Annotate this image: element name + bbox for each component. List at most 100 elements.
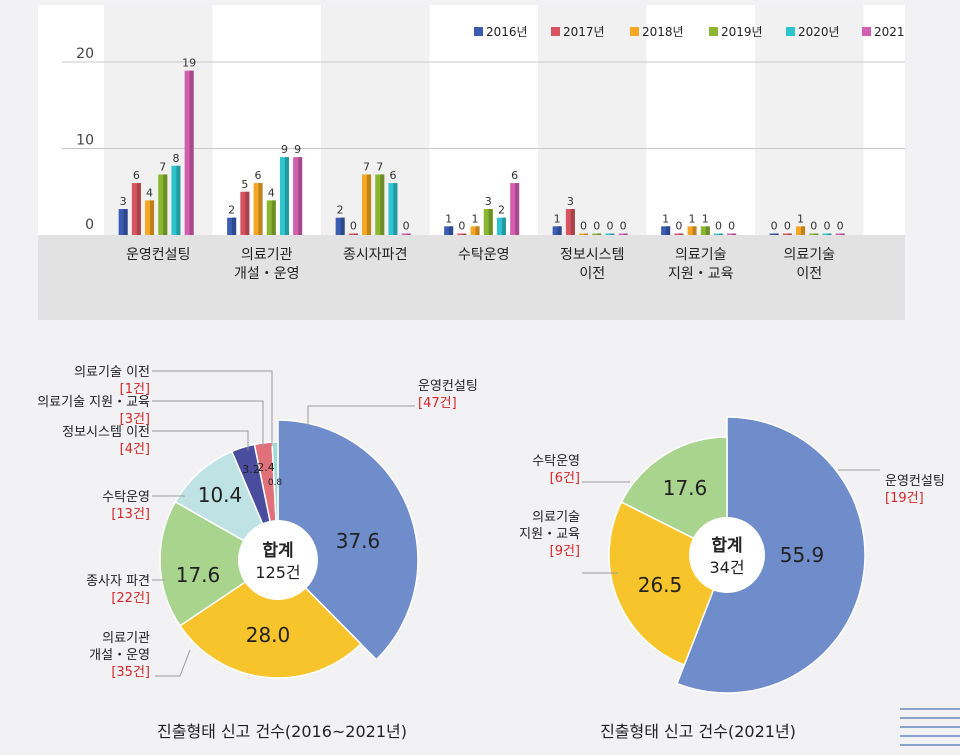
- bar-shade: [232, 217, 237, 235]
- bar: [240, 191, 250, 235]
- slice-count: [6건]: [550, 471, 580, 486]
- slice-label: 의료기술 지원・교육: [37, 395, 150, 410]
- leader-line: [152, 430, 249, 450]
- data-label: 1: [662, 212, 669, 225]
- bar: [293, 157, 303, 235]
- bar: [782, 233, 792, 235]
- data-label: 6: [389, 169, 396, 182]
- pie-slice: [178, 559, 362, 679]
- data-label: 0: [403, 220, 410, 233]
- slice-label: 개설・운영: [89, 648, 150, 663]
- data-label: 2: [498, 204, 505, 217]
- slice-value: 2.4: [257, 461, 275, 474]
- data-label: 0: [823, 220, 830, 233]
- bar-shade: [801, 226, 806, 235]
- data-label: 2: [228, 204, 235, 217]
- legend-swatch: [630, 27, 639, 36]
- bar-shade: [515, 183, 520, 235]
- data-label: 0: [458, 220, 465, 233]
- bar: [401, 233, 411, 235]
- data-label: 0: [580, 220, 587, 233]
- data-label: 9: [294, 143, 301, 156]
- data-label: 5: [241, 178, 248, 191]
- bar-shade: [353, 233, 358, 235]
- bar: [552, 226, 562, 235]
- bar: [158, 174, 168, 235]
- slice-label: 정보시스템 이전: [62, 425, 150, 440]
- slice-label: 의료기술: [532, 510, 580, 525]
- legend-label: 2018년: [642, 25, 684, 39]
- bar-shade: [475, 226, 480, 235]
- slice-count: [1건]: [120, 382, 150, 397]
- y-tick-label: 20: [76, 46, 94, 62]
- bar: [444, 226, 454, 235]
- leader-line: [307, 405, 415, 425]
- leader-line: [155, 649, 191, 677]
- bar-shade: [340, 217, 345, 235]
- slice-count: [22건]: [111, 591, 150, 606]
- pie-center: [238, 520, 318, 600]
- slice-label: 의료기관: [102, 631, 150, 646]
- bar-shade: [176, 165, 181, 235]
- data-label: 6: [133, 169, 140, 182]
- bar-shade: [488, 209, 493, 235]
- x-tick-label: 종시자파견: [343, 247, 407, 263]
- bar: [592, 233, 602, 235]
- bar: [822, 233, 832, 235]
- bar-shade: [462, 233, 467, 235]
- data-label: 1: [445, 212, 452, 225]
- legend-swatch: [709, 27, 718, 36]
- x-tick-label: 정보시스템: [560, 247, 624, 263]
- bar-shade: [557, 226, 562, 235]
- bar-shade: [449, 226, 454, 235]
- pie-slice: [159, 500, 280, 627]
- bar-shade: [718, 233, 723, 235]
- slice-count: [35건]: [111, 665, 150, 680]
- bar: [171, 165, 181, 235]
- x-tick-label: 지원・교육: [668, 266, 734, 282]
- bar-shade: [692, 226, 697, 235]
- bar: [279, 157, 289, 235]
- x-tick-label: 이전: [579, 266, 605, 282]
- data-label: 7: [159, 160, 166, 173]
- bar: [579, 233, 589, 235]
- slice-value: 17.6: [663, 476, 708, 500]
- legend-label: 2016년: [486, 25, 528, 39]
- bar-shade: [814, 233, 819, 235]
- y-tick-label: 0: [85, 217, 94, 233]
- data-label: 0: [606, 220, 613, 233]
- bar: [510, 183, 520, 235]
- bar-shade: [597, 233, 602, 235]
- bar: [266, 200, 276, 235]
- pie-slice: [620, 436, 728, 557]
- data-label: 0: [837, 220, 844, 233]
- bar: [184, 70, 194, 236]
- decorative-line: [900, 744, 960, 746]
- data-label: 1: [472, 212, 479, 225]
- x-tick-label: 개설・운영: [234, 266, 300, 282]
- bar-shade: [271, 200, 276, 235]
- data-label: 6: [255, 169, 262, 182]
- data-label: 0: [675, 220, 682, 233]
- slice-count: [47건]: [418, 396, 457, 411]
- category-band: [38, 235, 905, 320]
- leader-line: [152, 370, 273, 446]
- bar-shade: [258, 183, 263, 235]
- leader-line: [152, 400, 264, 448]
- slice-label: 운영컨설팅: [418, 379, 478, 394]
- slice-value: 28.0: [246, 623, 291, 647]
- y-tick-label: 10: [76, 133, 94, 149]
- data-label: 6: [511, 169, 518, 182]
- slice-count: [19건]: [885, 491, 924, 506]
- bar: [674, 233, 684, 235]
- data-label: 4: [268, 186, 275, 199]
- bar-shade: [245, 191, 250, 235]
- bar-shade: [501, 217, 506, 235]
- legend-label: 2019년: [721, 25, 763, 39]
- data-label: 0: [715, 220, 722, 233]
- decorative-line: [900, 735, 960, 737]
- legend-swatch: [862, 27, 871, 36]
- bar: [375, 174, 385, 235]
- legend-swatch: [786, 27, 795, 36]
- center-label: 합계: [262, 540, 293, 561]
